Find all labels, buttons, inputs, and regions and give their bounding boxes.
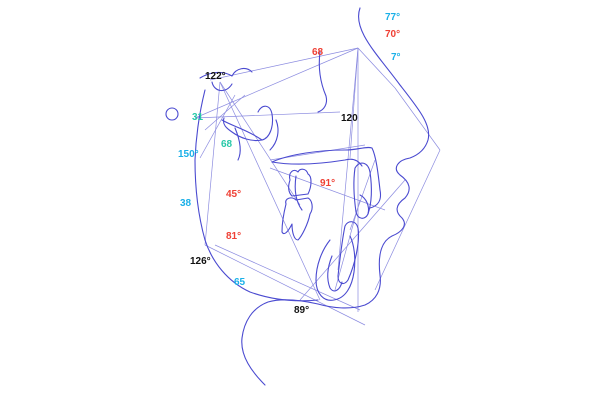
pog-line [299, 179, 406, 301]
measurement-38: 38 [180, 198, 192, 209]
measurement-7: 7° [391, 52, 401, 63]
anatomical-traces [165, 7, 430, 386]
molar-root [294, 175, 303, 211]
lower-incisor [337, 221, 360, 285]
ramus-posterior [221, 119, 263, 141]
orbit-outline [222, 105, 274, 142]
lower-incisor-axis [334, 199, 361, 291]
esthetic-lower-line [374, 149, 441, 291]
measurement-31: 31 [192, 112, 204, 123]
cross-line-b [204, 94, 246, 131]
measurement-122: 122° [205, 71, 226, 82]
maxilla-outline [271, 146, 382, 209]
e-line [394, 87, 441, 151]
measurement-labels: 122° 31 68 150° 38 45° 81° 126° 65 89° 6… [178, 12, 401, 316]
measurement-81: 81° [226, 231, 241, 242]
upper-molar [288, 168, 312, 197]
measurement-120: 120 [341, 113, 358, 124]
anterior-cranial-base [199, 67, 253, 79]
measurement-68-angle: 68 [221, 139, 233, 150]
frankfort-line [194, 47, 359, 119]
measurement-126: 126° [190, 256, 211, 267]
upper-incisor-axis [349, 159, 376, 231]
ear-rod [165, 107, 179, 121]
measurement-65: 65 [234, 277, 246, 288]
upper-incisor-crown [359, 194, 370, 215]
gonial-line [204, 244, 366, 326]
measurement-89: 89° [294, 305, 309, 316]
mandibular-symphysis [315, 235, 356, 301]
cross-line-a [199, 94, 236, 159]
clivus [194, 89, 206, 241]
sn-line [209, 47, 359, 81]
measurement-68-top: 68 [312, 47, 324, 58]
mandible-lower-border [204, 239, 319, 302]
measurement-77: 77° [385, 12, 400, 23]
coronoid [234, 127, 241, 161]
soft-tissue-profile [317, 7, 430, 309]
lower-molar [281, 197, 313, 241]
frontal-bone [317, 51, 328, 113]
porion-orbitale-line [194, 111, 341, 119]
ramus-line [204, 81, 221, 246]
sella-gnathion-line [219, 81, 321, 301]
pterygomaxillary-fissure [269, 119, 279, 151]
y-axis-line [219, 81, 301, 206]
sella-turcica [211, 81, 233, 92]
symphysis-inner [327, 255, 343, 292]
facial-line [357, 47, 396, 89]
hard-palate [271, 158, 363, 167]
measurement-91: 91° [320, 178, 335, 189]
measurement-70: 70° [385, 29, 400, 40]
measurement-150: 150° [178, 149, 199, 160]
measurement-45: 45° [226, 189, 241, 200]
